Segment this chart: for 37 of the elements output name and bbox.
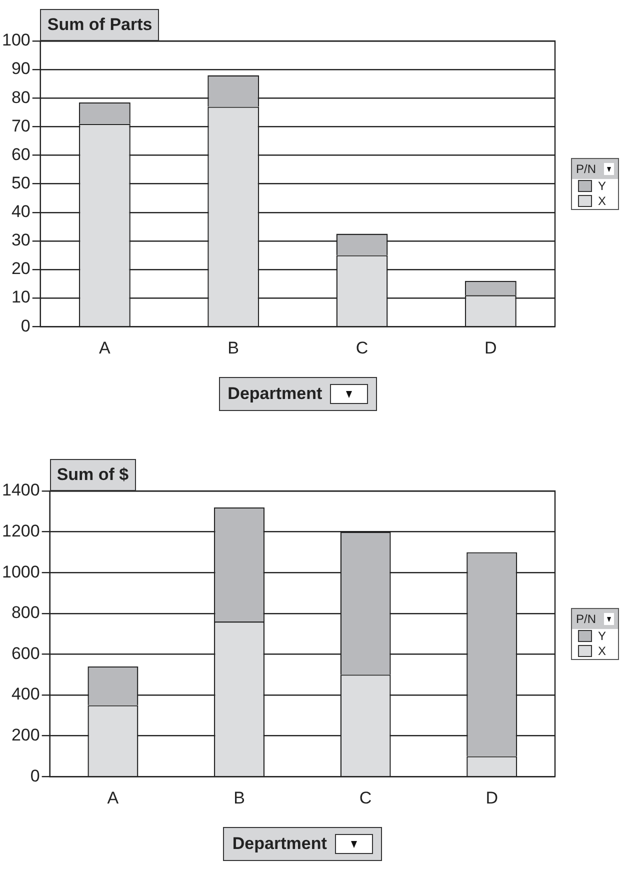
x-tick-label: A [99, 338, 112, 358]
y-tick-label: 200 [11, 725, 40, 744]
y-tick-label: 60 [11, 144, 30, 164]
x-axis-title: Department [228, 384, 322, 404]
x-tick-label: A [107, 788, 120, 808]
legend-label: Y [598, 178, 606, 193]
y-tick-label: 100 [2, 30, 30, 50]
y-tick-label: 1200 [2, 521, 40, 540]
y-tick-label: 20 [11, 259, 30, 278]
y-tick-label: 1000 [2, 562, 40, 582]
y-tick-label: 800 [11, 603, 40, 622]
chart-title: Sum of Parts [40, 9, 160, 41]
y-tick-label: 600 [11, 644, 40, 663]
y-tick-label: 30 [11, 230, 30, 250]
x-axis-title: Department [232, 834, 327, 854]
y-tick-label: 50 [11, 173, 30, 192]
x-tick-label: C [356, 338, 368, 358]
y-tick-label: 70 [11, 116, 30, 136]
legend-label: X [598, 194, 606, 208]
x-tick-label: B [234, 788, 245, 808]
legend-title: P/N [576, 162, 596, 176]
x-tick-label: B [228, 338, 240, 358]
x-tick-label: D [486, 788, 498, 808]
x-tick-label: D [484, 338, 497, 358]
chart-title: Sum of $ [50, 459, 136, 491]
y-tick-label: 40 [11, 202, 30, 222]
y-tick-label: 0 [30, 766, 40, 786]
legend-label: X [598, 644, 606, 658]
y-tick-label: 400 [11, 684, 40, 704]
y-tick-label: 0 [20, 316, 30, 336]
y-tick-label: 1400 [2, 480, 40, 500]
y-tick-label: 80 [11, 88, 30, 107]
legend-title: P/N [576, 612, 596, 626]
legend-label: Y [598, 628, 606, 643]
y-tick-label: 10 [11, 288, 30, 307]
x-tick-label: C [359, 788, 372, 808]
y-tick-label: 90 [11, 59, 30, 78]
